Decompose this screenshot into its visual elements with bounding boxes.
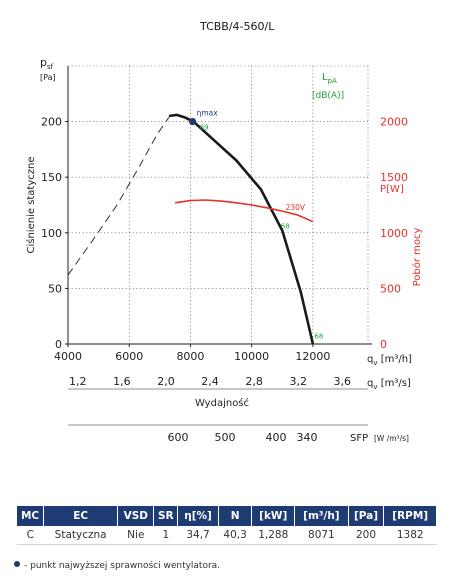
spec-header-cell: SR [153, 506, 179, 526]
x-tick-label-m3h: 12000 [295, 350, 330, 363]
sound-level-label: 68 [314, 332, 323, 340]
x-tick-label-m3s: 2,4 [201, 375, 219, 388]
x-tick-label-m3s: 2,0 [157, 375, 175, 388]
sound-level-label: 68 [281, 222, 290, 230]
lpa-label-part: pA [328, 77, 337, 85]
power-tick-label: 2000 [380, 116, 408, 129]
x-tick-label-m3s: 1,2 [69, 375, 87, 388]
grid [67, 65, 369, 345]
spec-header-cell: [Pa] [348, 506, 385, 526]
eta-max-point [189, 118, 197, 126]
x-label-m3h-part: v [373, 359, 377, 367]
x-tick-label-m3h: 4000 [54, 350, 82, 363]
power-label: P[W] [380, 184, 404, 195]
x-tick-label-m3h: 8000 [176, 350, 204, 363]
x-label-m3s: qv [m³/s] [367, 378, 411, 391]
power-tick-label: 1000 [380, 227, 408, 240]
sfp-tick-label: 340 [297, 431, 318, 444]
spec-value-cell: 1 [153, 526, 178, 545]
spec-header-cell: [RPM] [383, 506, 437, 526]
eta-max-label: ηmax [197, 109, 219, 118]
y-tick-label: 200 [41, 116, 62, 129]
spec-header-row: MC EC VSD SR η[%] N [kW] [m³/h] [Pa] [RPM] [17, 506, 437, 526]
sfp-tick-label: 400 [266, 431, 287, 444]
spec-value-row: C Statyczna Nie 1 34,7 40,3 1,288 8071 200 1382 [17, 526, 437, 545]
spec-value-cell: 34,7 [177, 526, 219, 545]
x-tick-label-m3h: 10000 [234, 350, 269, 363]
y-tick-label: 100 [41, 227, 62, 240]
series [67, 113, 315, 345]
spec-value-cell: Statyczna [43, 526, 118, 545]
y-tick-label: 0 [55, 338, 62, 351]
spec-header-cell: η[%] [177, 506, 219, 526]
spec-value-cell: C [17, 526, 44, 545]
lpa-unit: [dB(A)] [312, 91, 344, 101]
power-tick-label: 0 [380, 338, 387, 351]
spec-table: MC EC VSD SR η[%] N [kW] [m³/h] [Pa] [RPM] C Staty… [17, 506, 437, 545]
x-label-m3h-part: q [367, 354, 373, 365]
y-tick-label: 50 [48, 282, 62, 295]
power-axis-title: Pobór mocy [411, 228, 423, 287]
x-label-m3h-part: [m³/h] [378, 354, 413, 365]
spec-value-cell: 200 [348, 526, 384, 545]
x-label-m3h: qv [m³/h] [367, 354, 412, 367]
footnote-text: - punkt najwyższej sprawności wentylator… [24, 561, 221, 571]
spec-header-cell: VSD [117, 506, 155, 526]
eta-dot-icon [14, 561, 20, 567]
x-tick-label-m3s: 2,8 [245, 375, 263, 388]
sfp-unit: [W /m³/s] [374, 434, 409, 443]
x-axis-title: Wydajność [195, 397, 249, 409]
x-tick-label-m3s: 3,2 [289, 375, 307, 388]
spec-header-cell: N [218, 506, 253, 526]
x-tick-label-m3s: 3,6 [334, 375, 352, 388]
footnote: - punkt najwyższej sprawności wentylator… [14, 561, 220, 571]
power-tick-label: 1500 [380, 171, 408, 184]
lpa-label: LpA [322, 72, 337, 85]
sfp-tick-label: 500 [215, 431, 236, 444]
x-tick-label-m3s: 1,6 [113, 375, 131, 388]
spec-header-cell: [m³/h] [294, 506, 349, 526]
power-tick-label: 500 [380, 282, 401, 295]
y-tick-label: 150 [41, 171, 62, 184]
spec-header-cell: [kW] [251, 506, 296, 526]
y-unit: [Pa] [40, 73, 56, 82]
x-tick-label-m3h: 6000 [115, 350, 143, 363]
spec-value-cell: 1382 [383, 526, 437, 545]
y-axis-title: Ciśnienie statyczne [25, 156, 37, 253]
sfp-label: SFP [350, 433, 368, 444]
stall-curve-dashed [67, 116, 170, 276]
lpa-label-part: L [322, 72, 328, 83]
power-curve [174, 199, 314, 223]
spec-header-cell: MC [17, 506, 45, 526]
y-symbol-part: sf [47, 63, 54, 71]
spec-value-cell: 40,3 [218, 526, 252, 545]
power-series-label: 230V [286, 203, 306, 212]
sound-level-label: 69 [200, 123, 209, 131]
sfp-tick-label: 600 [168, 431, 189, 444]
spec-value-cell: 8071 [294, 526, 349, 545]
x-label-m3s-part: q [367, 378, 373, 389]
pressure-curve [168, 113, 315, 345]
x-label-m3s-part: v [373, 383, 377, 391]
x-label-m3s-part: [m³/s] [378, 378, 411, 389]
spec-value-cell: Nie [117, 526, 154, 545]
chart-title: TCBB/4-560/L [199, 20, 275, 33]
y-symbol: psf [40, 56, 54, 71]
spec-header-cell: EC [43, 506, 119, 526]
y-symbol-part: p [40, 56, 47, 69]
spec-value-cell: 1,288 [251, 526, 295, 545]
